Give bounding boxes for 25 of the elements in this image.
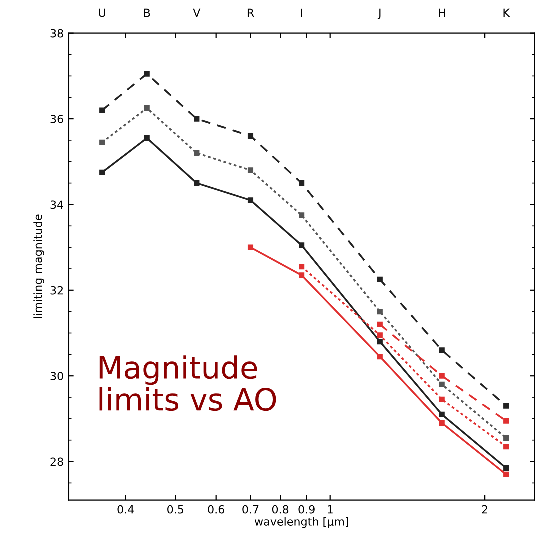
text: J (378, 8, 381, 20)
x-tick-label: 0.8 (272, 505, 289, 514)
x-tick-label: 0.6 (208, 505, 224, 514)
x-tick-label: 0.4 (118, 505, 134, 514)
x-tick-label: 0.5 (168, 505, 184, 514)
y-tick-label: 28 (50, 458, 64, 466)
x-axis-title: wavelength [μm] (254, 517, 348, 528)
y-tick-label: 38 (50, 29, 64, 38)
y-tick-label: 36 (50, 115, 64, 124)
text: R (248, 8, 254, 18)
text: B (144, 8, 150, 18)
text: K (504, 8, 510, 18)
annotation: Magnitude limits vs AO (100, 356, 276, 412)
y-tick-label: 32 (50, 286, 63, 295)
y-tick-label: 30 (50, 372, 64, 380)
text: H (439, 8, 446, 18)
y-axis-title: limiting magnitude (34, 214, 44, 318)
x-tick-label: 2 (482, 505, 488, 514)
x-tick-label: 1 (328, 506, 333, 514)
text: U (99, 8, 106, 18)
text: V (193, 8, 201, 18)
y-tick-label: 34 (50, 200, 64, 210)
x-tick-label: 0.9 (298, 505, 315, 514)
text: I (301, 8, 302, 18)
x-tick-label: 0.7 (242, 505, 259, 514)
